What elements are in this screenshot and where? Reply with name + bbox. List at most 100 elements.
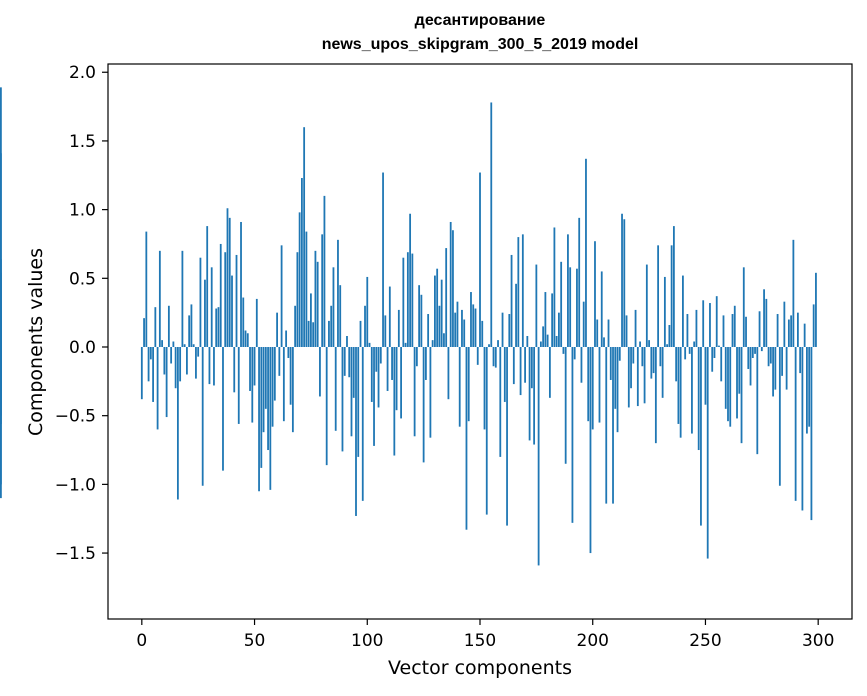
y-tick-label: −1.5 [55, 544, 96, 564]
bar [724, 347, 727, 409]
bar [787, 319, 790, 347]
bar [332, 267, 335, 347]
bar [754, 347, 756, 354]
bar [328, 320, 330, 347]
bar [670, 245, 673, 347]
bar [361, 347, 364, 501]
bar [634, 309, 637, 347]
bar [158, 250, 161, 347]
bar [422, 347, 425, 463]
bar [296, 252, 299, 347]
bar [636, 347, 639, 407]
bar [222, 347, 224, 471]
bar [749, 347, 752, 386]
bar [244, 330, 247, 347]
bar [731, 314, 734, 347]
bar [485, 347, 488, 515]
bar [625, 315, 628, 347]
bar [535, 264, 538, 347]
bar [167, 305, 170, 347]
bar [201, 347, 204, 486]
bar [355, 347, 357, 516]
bar [769, 347, 772, 364]
bar [339, 285, 342, 347]
bar [149, 347, 152, 360]
bar [388, 286, 391, 347]
bar [156, 347, 159, 430]
bar [661, 347, 664, 398]
bar [235, 254, 238, 347]
bar [294, 305, 297, 347]
bar [249, 347, 251, 391]
bar [443, 333, 445, 347]
bar [424, 347, 427, 380]
bar [781, 347, 784, 376]
bar [630, 347, 632, 389]
bar [285, 330, 288, 347]
bar [585, 158, 587, 347]
chart-title: десантирование [414, 12, 546, 29]
bar [632, 347, 635, 364]
y-tick-label: −0.5 [55, 407, 96, 427]
bar [343, 347, 346, 376]
x-tick-label: 50 [244, 631, 266, 651]
bar [253, 347, 256, 386]
bar [163, 347, 166, 375]
bar [436, 268, 439, 347]
bar [170, 347, 173, 364]
bar [179, 347, 182, 382]
bar [321, 234, 324, 347]
bar [763, 289, 765, 347]
bar [409, 213, 412, 347]
bar [706, 347, 709, 559]
bar [147, 347, 150, 382]
bar [738, 347, 741, 394]
x-axis-label: Vector components [388, 657, 572, 679]
bar [217, 307, 220, 347]
bar [397, 309, 400, 347]
y-tick-label: −1.0 [55, 475, 96, 495]
bar [720, 347, 723, 382]
bar [370, 347, 373, 402]
bar [512, 347, 515, 385]
bar [627, 347, 630, 408]
bar [445, 248, 448, 347]
bar [206, 226, 209, 347]
bar [440, 279, 443, 347]
bar [803, 323, 806, 347]
bar [246, 333, 249, 347]
bar [289, 347, 292, 405]
bar [684, 347, 687, 360]
bar [733, 305, 736, 347]
bar [697, 347, 700, 451]
bar [639, 341, 641, 347]
y-tick-label: 1.5 [69, 132, 96, 152]
bar [508, 314, 511, 347]
bar [551, 293, 554, 347]
bar [188, 315, 191, 347]
bar [319, 347, 321, 397]
bar [609, 347, 612, 380]
bar [533, 347, 536, 445]
bar [537, 347, 540, 566]
bar [808, 347, 811, 427]
bar [472, 304, 475, 347]
bar [594, 241, 596, 347]
bar [140, 347, 143, 400]
bar [668, 325, 671, 347]
bar [515, 283, 517, 347]
bar [765, 298, 768, 347]
bar [452, 230, 454, 347]
bar [600, 271, 603, 347]
bar [215, 308, 218, 347]
bar [413, 347, 416, 437]
bar [384, 315, 387, 347]
bar [740, 347, 743, 444]
bar [675, 347, 678, 382]
bar [418, 285, 421, 347]
bar [605, 347, 608, 504]
bar [693, 341, 696, 347]
x-tick-label: 150 [464, 631, 496, 651]
y-axis: −1.5 −1.0 −0.5 0.0 0.5 1.0 1.5 2.0 [55, 63, 108, 564]
bar [461, 309, 463, 347]
